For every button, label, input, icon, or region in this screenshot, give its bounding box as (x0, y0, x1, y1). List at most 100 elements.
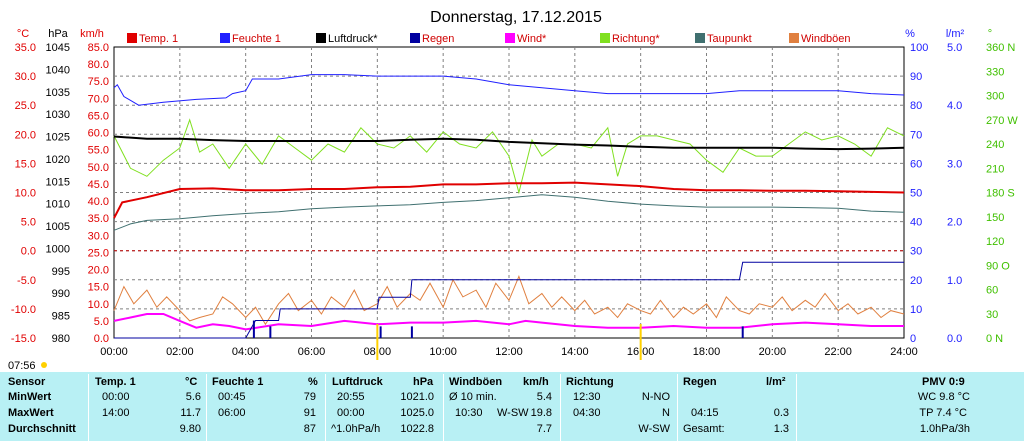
min-temp-value: 5.6 (185, 391, 201, 403)
legend-swatch (220, 33, 230, 43)
temp-tick-label: -15.0 (11, 333, 36, 345)
hpa-tick-label: 985 (52, 311, 70, 323)
time-tick-label: 18:00 (693, 346, 721, 358)
hpa-tick-label: 1020 (46, 154, 70, 166)
avg-dir-value: W-SW (638, 423, 670, 435)
avg-luftdruck-value: 1022.8 (400, 423, 434, 435)
max-feuchte-value: 91 (303, 407, 316, 419)
time-tick-label: 02:00 (166, 346, 194, 358)
hpa-tick-label: 1000 (46, 243, 70, 255)
pct-tick-label: 50 (910, 188, 922, 200)
panel-divider (796, 374, 797, 441)
row-label-avg: Durchschnitt (8, 423, 76, 435)
temp-tick-label: 15.0 (15, 158, 36, 170)
panel-header-feuchte: Feuchte 1 (212, 376, 264, 388)
sunrise-marker (41, 362, 47, 368)
legend-label: Luftdruck* (328, 33, 378, 45)
dir-tick-label: 330 (986, 66, 1004, 78)
dir-tick-label: 120 (986, 236, 1004, 248)
hpa-tick-label: 1035 (46, 87, 70, 99)
pct-tick-label: 10 (910, 304, 922, 316)
hpa-tick-label: 1005 (46, 221, 70, 233)
min-wind-label: Ø 10 min. (449, 391, 497, 403)
hpa-tick-label: 1015 (46, 176, 70, 188)
statistics-panel: Sensor Temp. 1 °C Feuchte 1 % Luftdruck … (0, 372, 1024, 441)
hpa-tick-label: 1030 (46, 109, 70, 121)
min-temp-time: 00:00 (102, 391, 130, 403)
kmh-tick-label: 0.0 (94, 333, 109, 345)
pct-tick-label: 70 (910, 129, 922, 141)
hpa-tick-label: 1045 (46, 42, 70, 54)
min-dir-value: N-NO (641, 391, 670, 403)
kmh-tick-label: 10.0 (88, 299, 109, 311)
dir-tick-label: 30 (986, 309, 998, 321)
sunrise-time: 07:56 (8, 360, 36, 372)
panel-header-windboeen-unit: km/h (523, 376, 549, 388)
series-line-feuchte-1 (113, 74, 905, 106)
pct-tick-label: 40 (910, 217, 922, 229)
legend-swatch (316, 33, 326, 43)
temp-tick-label: -10.0 (11, 304, 36, 316)
min-luftdruck-time: 20:55 (337, 391, 365, 403)
panel-header-luftdruck-unit: hPa (413, 376, 434, 388)
chart-title: Donnerstag, 17.12.2015 (430, 9, 602, 26)
dir-tick-label: 150 (986, 212, 1004, 224)
legend-label: Temp. 1 (139, 33, 178, 45)
time-tick-label: 10:00 (429, 346, 457, 358)
kmh-tick-label: 45.0 (88, 179, 109, 191)
max-feuchte-time: 06:00 (218, 407, 246, 419)
rain-unit-label: l/m² (946, 28, 965, 40)
rain-tick-label: 4.0 (947, 100, 962, 112)
min-pmv: WC 9.8 °C (917, 391, 970, 403)
max-wind-time: 10:30 (455, 407, 483, 419)
min-feuchte-time: 00:45 (218, 391, 246, 403)
kmh-tick-label: 25.0 (88, 247, 109, 259)
min-feuchte-value: 79 (303, 391, 316, 403)
kmh-unit-label: km/h (80, 28, 104, 40)
rain-tick-label: 3.0 (947, 158, 962, 170)
max-temp-value: 11.7 (180, 407, 201, 419)
kmh-tick-label: 30.0 (88, 230, 109, 242)
kmh-tick-label: 50.0 (88, 162, 109, 174)
temp-tick-label: 20.0 (15, 129, 36, 141)
max-wind-dir: W-SW (497, 407, 529, 419)
series-line-luftdruck (113, 135, 905, 151)
time-tick-label: 04:00 (232, 346, 260, 358)
time-tick-label: 22:00 (824, 346, 852, 358)
min-wind-value: 5.4 (536, 391, 552, 403)
dir-tick-label: 360 N (986, 42, 1015, 54)
legend-label: Richtung* (612, 33, 660, 45)
panel-header-regen-unit: l/m² (766, 376, 786, 388)
kmh-tick-label: 85.0 (88, 42, 109, 54)
legend-swatch (789, 33, 799, 43)
panel-header-temp: Temp. 1 (95, 376, 136, 388)
temp-tick-label: 30.0 (15, 71, 36, 83)
dir-tick-label: 240 (986, 139, 1004, 151)
avg-pmv: 1.0hPa/3h (919, 423, 970, 435)
legend-label: Regen (422, 33, 454, 45)
chart-axes: 00:0002:0004:0006:0008:0010:0012:0014:00… (11, 28, 1018, 358)
row-label-max: MaxWert (8, 407, 54, 419)
max-dir-time: 04:30 (573, 407, 601, 419)
avg-feuchte-value: 87 (303, 423, 316, 435)
pct-tick-label: 20 (910, 275, 922, 287)
panel-divider (443, 374, 444, 441)
chart-legend: Temp. 1 Feuchte 1 Luftdruck* Regen Wind* Rich… (127, 33, 851, 45)
series-line-taupunkt (113, 194, 905, 231)
kmh-tick-label: 65.0 (88, 110, 109, 122)
panel-divider (325, 374, 326, 441)
pct-tick-label: 30 (910, 246, 922, 258)
dir-tick-label: 210 (986, 163, 1004, 175)
hpa-unit-label: hPa (48, 28, 68, 40)
hpa-tick-label: 1040 (46, 64, 70, 76)
rain-tick-label: 1.0 (947, 275, 962, 287)
temp-tick-label: 10.0 (15, 188, 36, 200)
temp-tick-label: 35.0 (15, 42, 36, 54)
kmh-tick-label: 5.0 (94, 316, 109, 328)
dir-tick-label: 300 (986, 91, 1004, 103)
max-temp-time: 14:00 (102, 407, 130, 419)
hpa-tick-label: 990 (52, 288, 70, 300)
panel-header-temp-unit: °C (185, 376, 198, 388)
panel-header-regen: Regen (683, 376, 717, 388)
panel-header-richtung: Richtung (566, 376, 614, 388)
